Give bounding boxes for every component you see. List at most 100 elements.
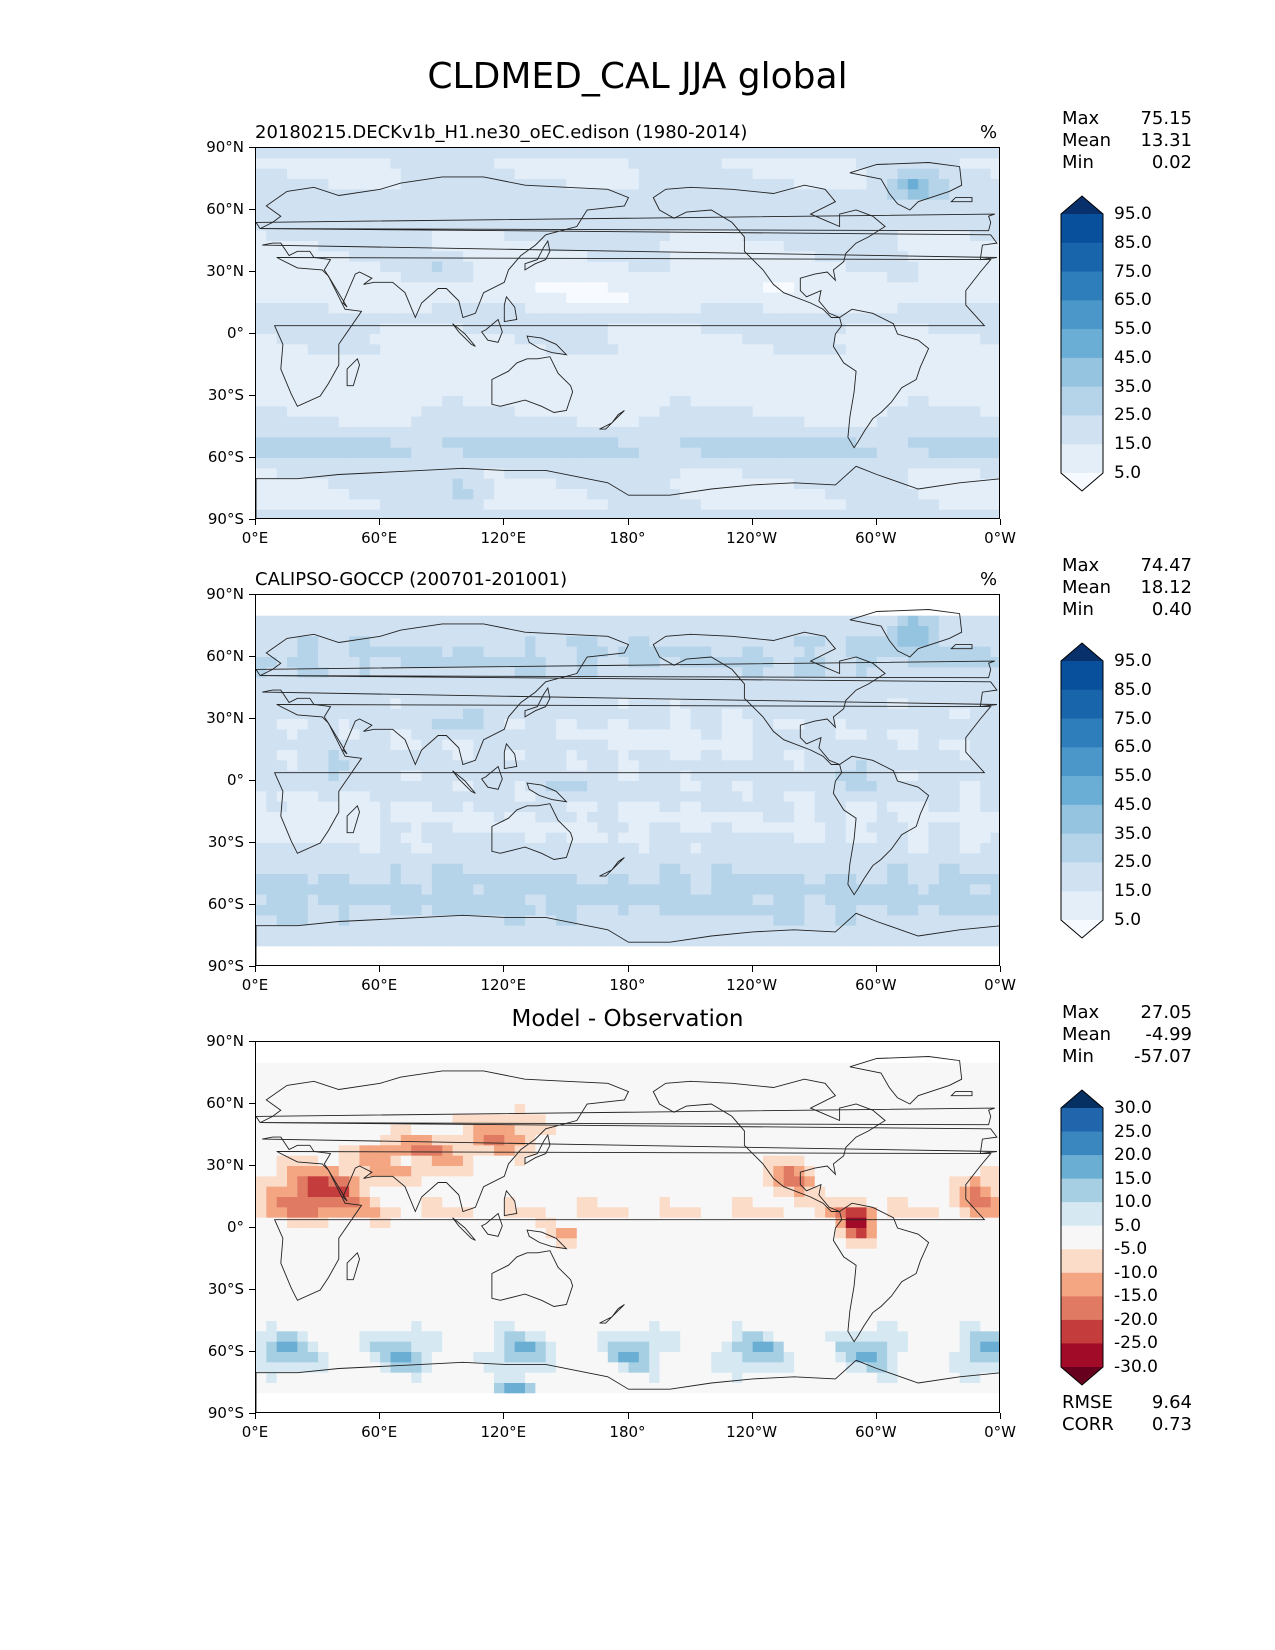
field-cell bbox=[680, 437, 692, 449]
field-cell bbox=[918, 719, 930, 730]
field-cell bbox=[359, 874, 371, 885]
field-cell bbox=[442, 396, 454, 407]
field-cell bbox=[980, 458, 992, 469]
field-cell bbox=[897, 739, 909, 751]
field-cell bbox=[266, 595, 278, 606]
field-cell bbox=[318, 874, 330, 885]
field-cell bbox=[783, 615, 795, 627]
field-cell bbox=[349, 894, 361, 906]
field-cell bbox=[752, 636, 764, 648]
field-cell bbox=[814, 499, 826, 511]
field-cell bbox=[421, 313, 433, 325]
field-cell bbox=[938, 636, 950, 648]
field-cell bbox=[276, 677, 288, 689]
field-cell bbox=[814, 189, 826, 201]
field-cell bbox=[845, 168, 857, 180]
field-cell bbox=[980, 323, 992, 335]
field-cell bbox=[390, 698, 402, 710]
field-cell bbox=[856, 261, 868, 273]
field-cell bbox=[256, 406, 267, 418]
field-cell bbox=[431, 365, 443, 376]
field-cell bbox=[328, 396, 340, 407]
colorbar-segment bbox=[1061, 415, 1103, 445]
field-cell bbox=[794, 729, 806, 741]
field-cell bbox=[597, 812, 609, 823]
field-cell bbox=[452, 843, 464, 854]
field-cell bbox=[576, 874, 588, 885]
field-cell bbox=[794, 189, 806, 201]
field-cell bbox=[504, 708, 516, 720]
field-cell bbox=[597, 354, 609, 366]
field-cell bbox=[307, 499, 319, 511]
field-cell bbox=[887, 230, 899, 242]
field-cell bbox=[752, 708, 764, 720]
field-cell bbox=[307, 489, 319, 500]
field-cell bbox=[338, 489, 350, 500]
field-cell bbox=[535, 894, 547, 906]
field-cell bbox=[607, 396, 619, 407]
field-cell bbox=[825, 292, 837, 304]
field-cell bbox=[431, 385, 443, 397]
field-cell bbox=[763, 365, 774, 376]
field-cell bbox=[297, 168, 309, 180]
field-cell bbox=[287, 677, 298, 689]
field-cell bbox=[587, 750, 599, 761]
field-cell bbox=[669, 739, 681, 751]
field-cell bbox=[369, 179, 381, 190]
field-cell bbox=[835, 636, 847, 648]
field-cell bbox=[535, 344, 547, 356]
field-cell bbox=[359, 698, 371, 710]
field-cell bbox=[369, 303, 381, 314]
field-cell bbox=[638, 272, 650, 283]
field-cell bbox=[773, 688, 785, 699]
field-cell bbox=[607, 406, 619, 418]
field-cell bbox=[369, 458, 381, 469]
field-cell bbox=[928, 323, 940, 335]
field-cell bbox=[918, 853, 930, 865]
field-cell bbox=[452, 499, 464, 511]
field-cell bbox=[587, 894, 599, 906]
field-cell bbox=[690, 657, 702, 668]
field-cell bbox=[369, 615, 381, 627]
field-cell bbox=[876, 739, 888, 751]
field-cell bbox=[483, 605, 495, 617]
field-cell bbox=[411, 189, 423, 201]
field-cell bbox=[794, 667, 806, 679]
field-cell bbox=[390, 210, 402, 221]
field-cell bbox=[959, 801, 971, 813]
field-cell bbox=[556, 739, 568, 751]
field-cell bbox=[659, 282, 671, 294]
field-cell bbox=[711, 272, 723, 283]
field-cell bbox=[928, 375, 940, 387]
field-cell bbox=[866, 168, 878, 180]
field-cell bbox=[411, 646, 423, 658]
field-cell bbox=[773, 344, 785, 356]
field-cell bbox=[514, 801, 526, 813]
field-cell bbox=[338, 905, 350, 916]
field-cell bbox=[328, 158, 340, 170]
field-cell bbox=[804, 158, 816, 170]
field-cell bbox=[628, 657, 640, 668]
field-cell bbox=[318, 677, 330, 689]
field-cell bbox=[349, 812, 361, 823]
field-cell bbox=[421, 677, 433, 689]
field-cell bbox=[452, 241, 464, 252]
field-cell bbox=[690, 385, 702, 397]
field-cell bbox=[825, 189, 837, 201]
field-cell bbox=[473, 458, 485, 469]
panel-title: 20180215.DECKv1b_H1.ne30_oEC.edison (198… bbox=[255, 122, 748, 143]
field-cell bbox=[742, 230, 754, 242]
field-cell bbox=[338, 354, 350, 366]
field-cell bbox=[887, 853, 899, 865]
field-cell bbox=[628, 509, 640, 518]
field-cell bbox=[276, 385, 288, 397]
field-cell bbox=[763, 282, 774, 294]
field-cell bbox=[721, 375, 733, 387]
field-cell bbox=[256, 375, 267, 387]
field-cell bbox=[907, 874, 919, 885]
field-cell bbox=[566, 458, 578, 469]
field-cell bbox=[856, 605, 868, 617]
field-cell bbox=[638, 729, 650, 741]
field-cell bbox=[473, 282, 485, 294]
field-cell bbox=[328, 636, 340, 648]
